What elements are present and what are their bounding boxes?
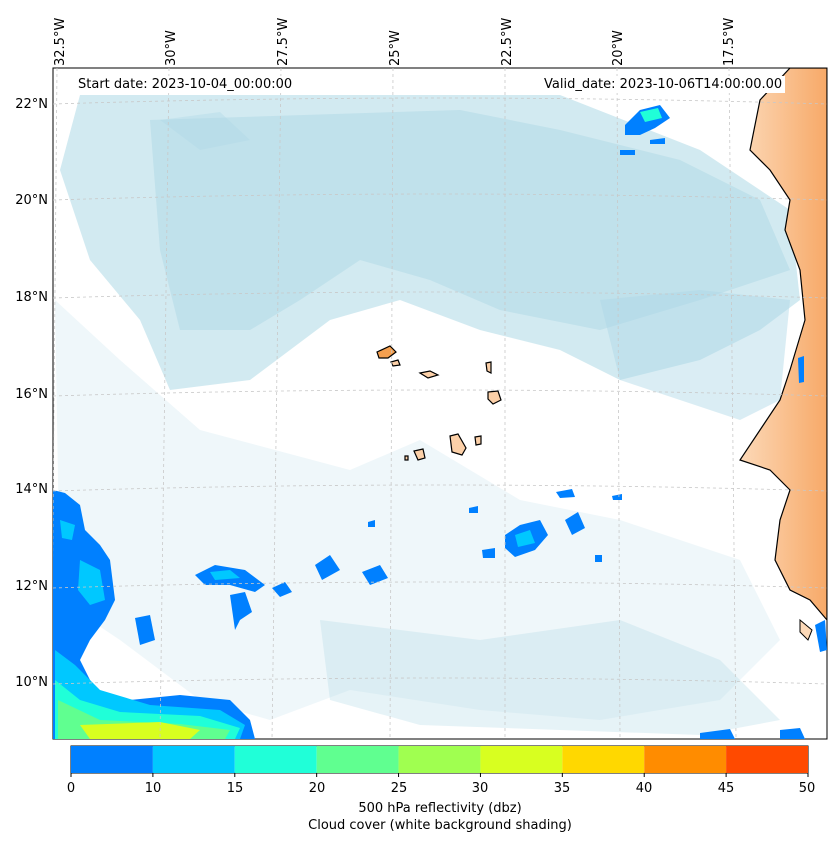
colorbar-tick-label: 35: [553, 781, 571, 796]
lat-label: 16°N: [15, 387, 48, 402]
colorbar-tick-label: 40: [635, 781, 653, 796]
lon-label: 20°W: [611, 30, 626, 66]
colorbar-tick-label: 15: [226, 781, 244, 796]
lat-label: 18°N: [15, 290, 48, 305]
colorbar-tick-label: 45: [717, 781, 735, 796]
start-date-label: Start date: 2023-10-04_00:00:00: [75, 76, 296, 93]
colorbar-subtitle: Cloud cover (white background shading): [308, 818, 572, 833]
colorbar-cell: [562, 746, 645, 773]
colorbar-cell: [316, 746, 399, 773]
lon-label: 25°W: [388, 30, 403, 66]
colorbar-tick-label: 0: [66, 781, 76, 796]
colorbar-cell: [71, 746, 153, 773]
lon-label: 32.5°W: [53, 17, 68, 66]
colorbar-cell: [152, 746, 235, 773]
colorbar-title: 500 hPa reflectivity (dbz): [358, 801, 522, 816]
colorbar-cell: [234, 746, 317, 773]
colorbar: [71, 746, 808, 773]
lon-label: 30°W: [164, 30, 179, 66]
lat-label: 14°N: [15, 482, 48, 497]
colorbar-tick-label: 50: [798, 781, 816, 796]
graticule: [53, 68, 827, 739]
lon-label: 22.5°W: [500, 17, 515, 66]
land-africa: [739, 68, 827, 641]
colorbar-cell: [644, 746, 727, 773]
lat-label: 20°N: [15, 193, 48, 208]
lon-label: 27.5°W: [276, 17, 291, 66]
colorbar-tick-label: 10: [144, 781, 162, 796]
lat-label: 12°N: [15, 579, 48, 594]
lon-label: 17.5°W: [722, 17, 737, 66]
valid-date-label: Valid_date: 2023-10-06T14:00:00.00: [541, 76, 786, 93]
colorbar-cell: [726, 746, 808, 773]
colorbar-cell: [480, 746, 563, 773]
colorbar-tick-label: 25: [390, 781, 408, 796]
lat-label: 22°N: [15, 97, 48, 112]
lat-label: 10°N: [15, 675, 48, 690]
reflectivity-layer: [53, 105, 827, 739]
colorbar-cell: [398, 746, 481, 773]
colorbar-tick-label: 20: [308, 781, 326, 796]
cape-verde-islands: [376, 345, 502, 461]
colorbar-tick-label: 30: [471, 781, 489, 796]
